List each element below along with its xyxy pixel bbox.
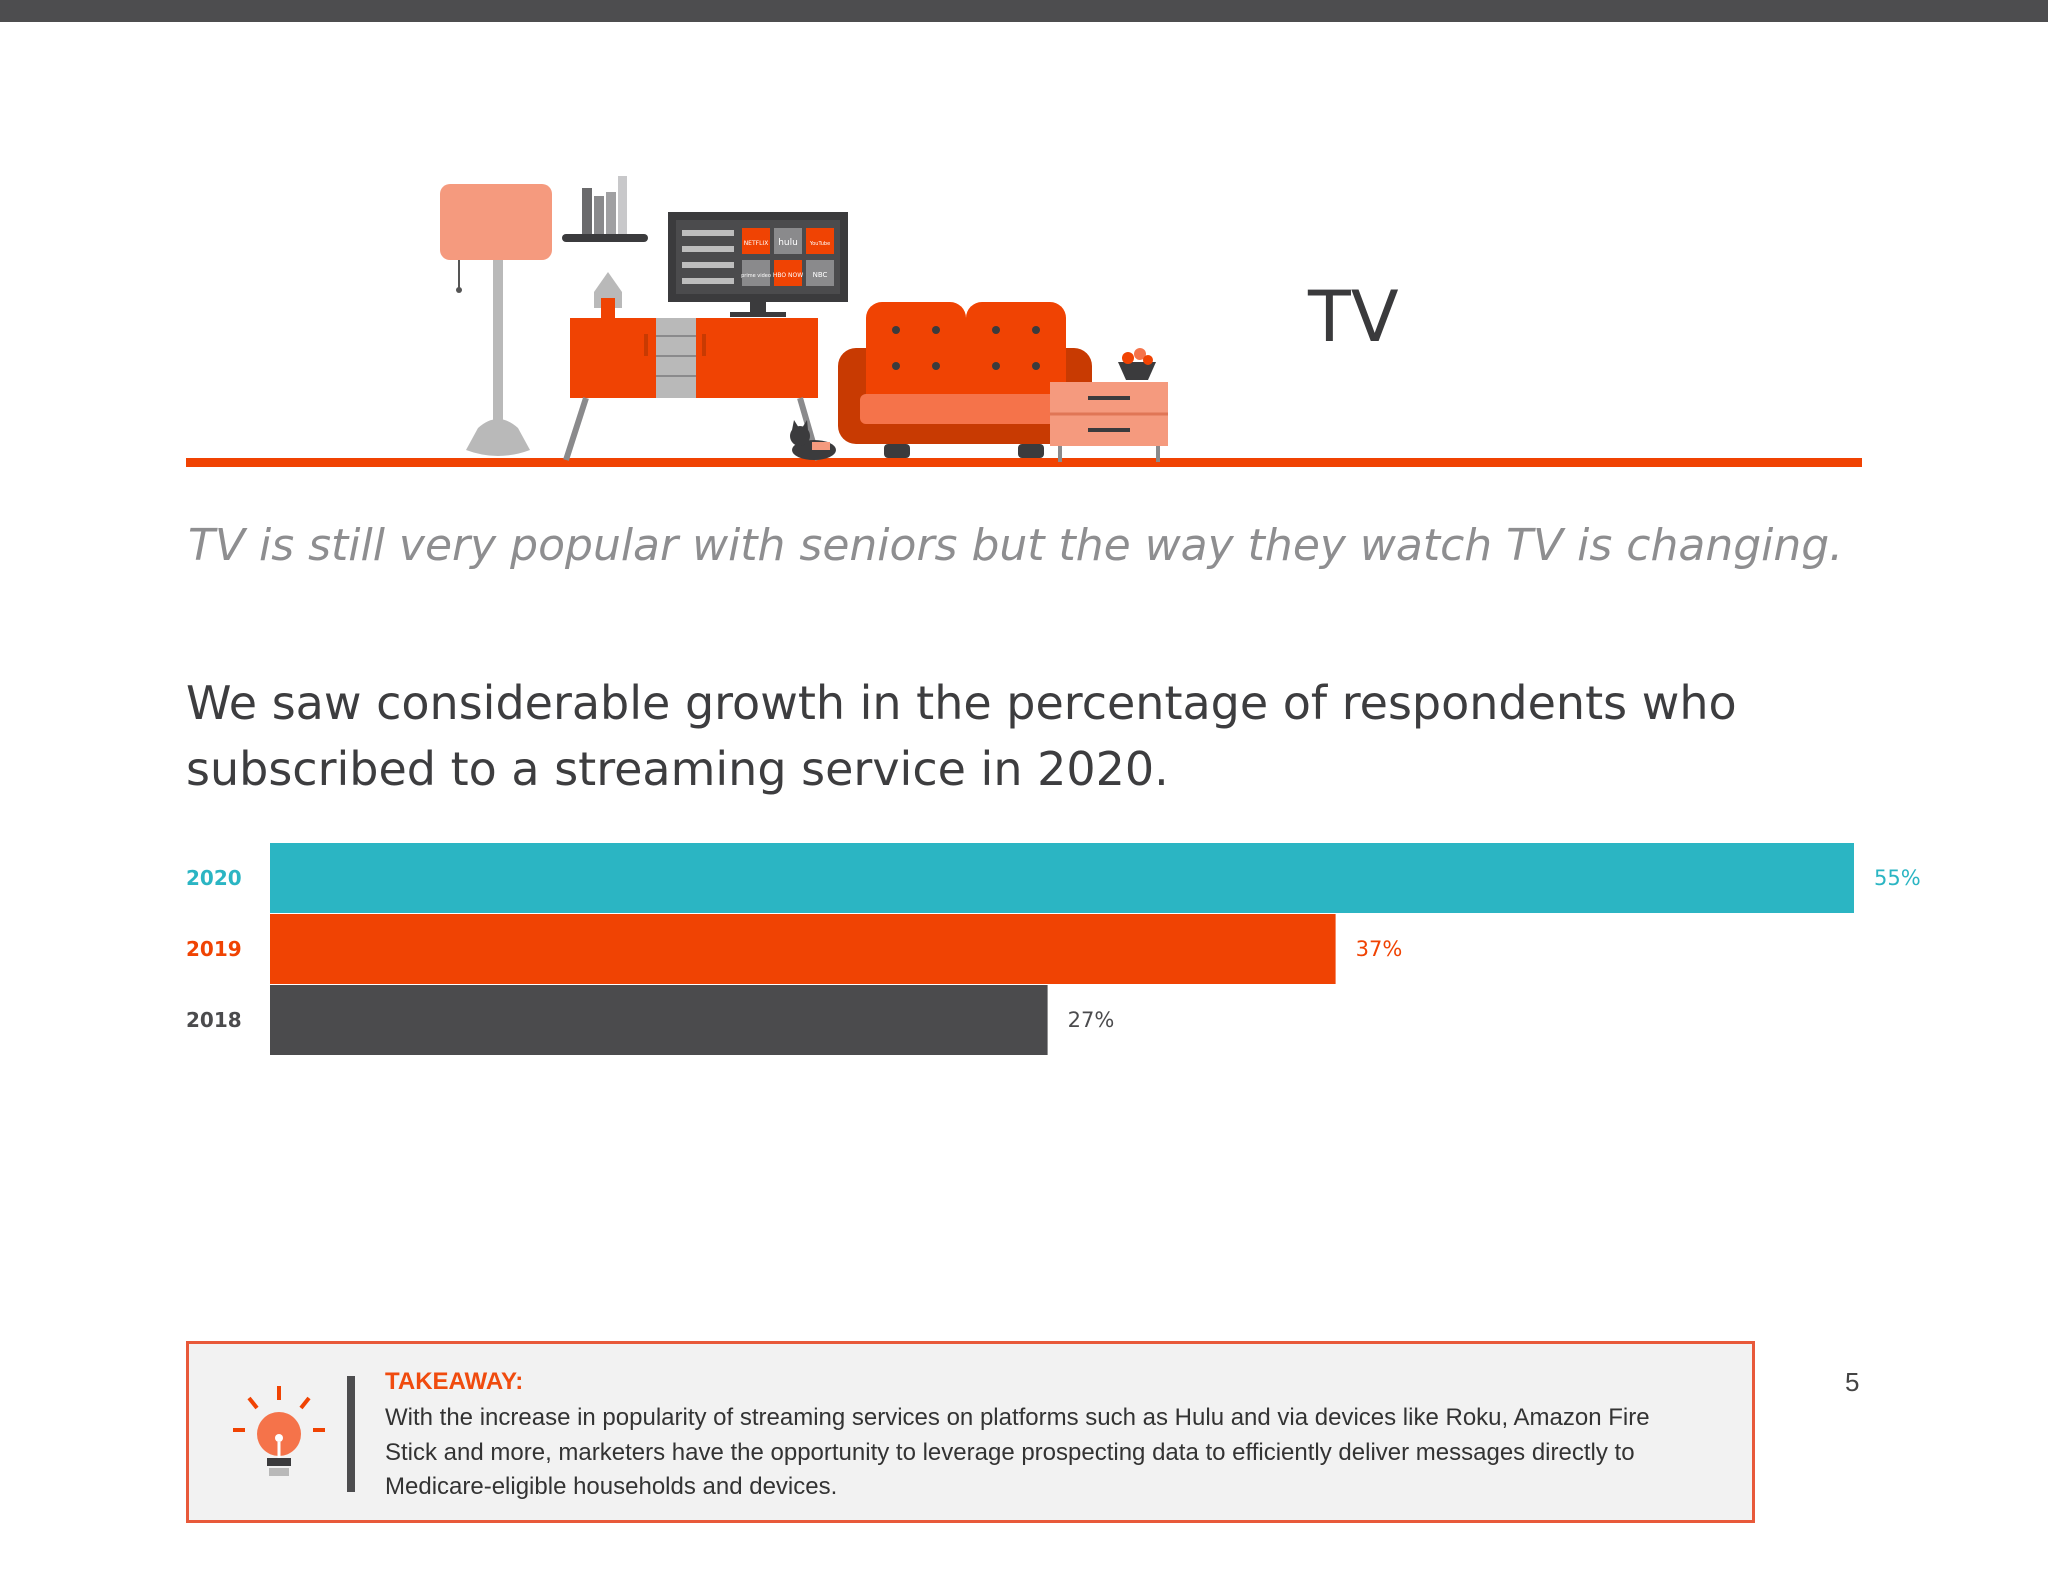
bar-category-label: 2018: [186, 1008, 242, 1032]
bar-value-label: 27%: [1068, 1008, 1115, 1032]
streaming-bar-chart: 2020 55% 2019 37% 2018 27%: [186, 843, 1921, 1055]
sofa-icon: [838, 302, 1092, 458]
bar: [270, 914, 1336, 984]
top-bar: [0, 0, 2048, 22]
wall-shelf-icon: [562, 176, 648, 242]
vase-icon: [594, 272, 622, 318]
bar-category-label: 2020: [186, 866, 242, 890]
side-table-icon: [1050, 348, 1168, 462]
takeaway-heading: TAKEAWAY:: [385, 1368, 524, 1395]
bar-value-label: 37%: [1356, 937, 1403, 961]
headline: We saw considerable growth in the percen…: [186, 676, 1737, 796]
floor-lamp-icon: [440, 184, 552, 456]
tv-tile-label: YouTube: [809, 241, 830, 247]
lightbulb-icon: [233, 1386, 325, 1476]
takeaway-box: TAKEAWAY: With the increase in popularit…: [186, 1341, 1755, 1523]
tv-icon: NETFLIX hulu YouTube prime video HBO NOW…: [668, 212, 848, 317]
tv-tile-label: hulu: [778, 238, 798, 248]
floor-line: [186, 458, 1862, 467]
section-title: TV: [1308, 276, 1399, 358]
tv-tile-label: HBO NOW: [773, 272, 803, 279]
takeaway-divider: [347, 1376, 355, 1492]
takeaway-body: With the increase in popularity of strea…: [385, 1404, 1650, 1500]
bar: [270, 985, 1048, 1055]
bar: [270, 843, 1854, 913]
living-room-illustration: NETFLIX hulu YouTube prime video HBO NOW…: [186, 176, 1862, 467]
page-number: 5: [1845, 1367, 1860, 1397]
bar-value-label: 55%: [1874, 866, 1921, 890]
subtitle: TV is still very popular with seniors bu…: [188, 520, 1844, 571]
bar-category-label: 2019: [186, 937, 242, 961]
tv-tile-label: prime video: [741, 273, 771, 279]
tv-tile-label: NBC: [813, 271, 828, 279]
tv-tile-label: NETFLIX: [744, 240, 769, 247]
tv-console-icon: [563, 318, 821, 461]
cat-icon: [790, 420, 836, 460]
